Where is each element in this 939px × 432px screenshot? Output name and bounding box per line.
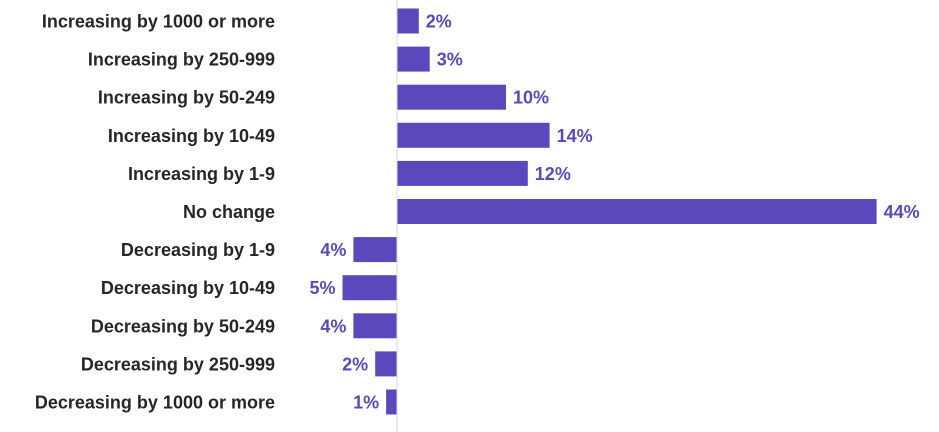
data-label-2: 3% <box>437 50 463 70</box>
bar-11 <box>386 389 397 415</box>
bar-9 <box>353 313 397 339</box>
data-label-10: 2% <box>342 354 368 374</box>
category-labels: Increasing by 1000 or more Increasing by … <box>35 12 275 413</box>
data-label-9: 4% <box>320 316 346 336</box>
data-label-11: 1% <box>353 393 379 413</box>
bar-1 <box>397 8 419 34</box>
bars-layer <box>342 8 877 415</box>
category-label-11: Decreasing by 1000 or more <box>35 393 275 413</box>
category-label-3: Increasing by 50-249 <box>98 88 275 108</box>
bar-6 <box>397 199 877 224</box>
bar-2 <box>397 46 430 72</box>
bar-8 <box>342 275 397 301</box>
category-label-9: Decreasing by 50-249 <box>91 316 275 336</box>
data-label-7: 4% <box>320 240 346 260</box>
category-label-5: Increasing by 1-9 <box>128 164 275 184</box>
data-label-8: 5% <box>309 278 335 298</box>
data-label-1: 2% <box>426 12 452 32</box>
category-label-10: Decreasing by 250-999 <box>81 354 275 374</box>
bar-7 <box>353 237 397 263</box>
bar-4 <box>397 122 550 148</box>
category-label-2: Increasing by 250-999 <box>88 50 275 70</box>
bar-3 <box>397 84 506 110</box>
data-label-3: 10% <box>513 88 549 108</box>
bar-10 <box>375 351 397 377</box>
category-label-8: Decreasing by 10-49 <box>101 278 275 298</box>
category-label-7: Decreasing by 1-9 <box>121 240 275 260</box>
category-label-6: No change <box>183 202 275 222</box>
category-label-1: Increasing by 1000 or more <box>42 12 275 32</box>
data-labels: 2% 3% 10% 14% 12% 44% 4% 5% 4% 2% 1% <box>309 12 919 413</box>
data-label-5: 12% <box>535 164 571 184</box>
category-label-4: Increasing by 10-49 <box>108 126 275 146</box>
bar-5 <box>397 160 528 186</box>
data-label-4: 14% <box>557 126 593 146</box>
data-label-6: 44% <box>884 202 920 222</box>
